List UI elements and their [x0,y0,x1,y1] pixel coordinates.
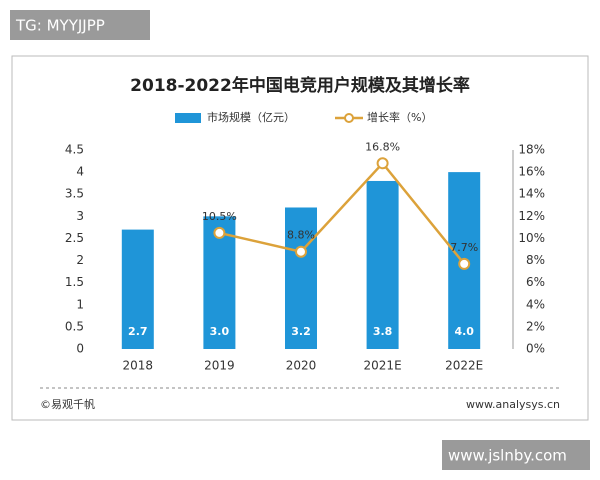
overlay-text: www.jslnby.com [448,447,567,465]
y-tick-label: 4.5 [65,143,84,157]
line-label: 10.5% [202,210,237,223]
y2-tick-label: 14% [518,187,545,201]
bar [285,207,317,349]
y2-tick-label: 10% [518,231,545,245]
bar-label: 4.0 [454,325,474,338]
y-tick-label: 3.5 [65,187,84,201]
line-marker [295,245,307,258]
y2-tick-label: 12% [518,209,545,223]
y-tick-label: 3 [76,209,84,223]
y2-tick-label: 2% [526,319,545,333]
y-tick-label: 1 [76,297,84,311]
y-tick-label: 4 [76,165,84,179]
bar-label: 3.8 [373,325,393,338]
legend-label: 增长率（%） [367,110,432,124]
y-tick-label: 0.5 [65,319,84,333]
y2-tick-label: 18% [518,143,545,157]
bar-label: 2.7 [128,325,148,338]
y2-tick-label: 4% [526,297,545,311]
line-label: 16.8% [365,140,400,153]
legend-swatch [344,113,354,123]
line-label: 7.7% [450,241,478,254]
overlay-text: TG: MYYJJPP [15,17,105,35]
bar [121,229,154,349]
x-tick-label: 2021E [364,359,402,373]
footer-right: www.analysys.cn [466,398,560,411]
footer-left: ©易观千帆 [40,397,95,411]
x-tick-label: 2020 [286,359,317,373]
y-tick-label: 1.5 [65,275,84,289]
y2-tick-label: 6% [526,275,545,289]
overlay-box [442,440,590,470]
y2-tick-label: 16% [518,165,545,179]
x-tick-label: 2019 [204,359,235,373]
bar-label: 3.0 [210,325,230,338]
line-marker [458,257,471,270]
y-tick-label: 0 [76,342,84,356]
chart-title: 2018-2022年中国电竞用户规模及其增长率 [130,75,470,96]
overlay-box [10,10,150,40]
line [219,161,466,265]
x-tick-label: 2018 [123,359,154,373]
legend-label: 市场规模（亿元） [207,110,295,124]
y-tick-label: 2.5 [65,231,84,245]
y2-tick-label: 0% [526,342,545,356]
line-marker [213,226,226,239]
line-marker [376,157,389,170]
legend-swatch [175,113,201,123]
x-tick-label: 2022E [445,359,483,373]
bar-label: 3.2 [291,325,311,338]
y2-tick-label: 8% [526,253,545,267]
line-label: 8.8% [287,229,315,242]
y-tick-label: 2 [76,253,84,267]
bar [366,180,399,349]
